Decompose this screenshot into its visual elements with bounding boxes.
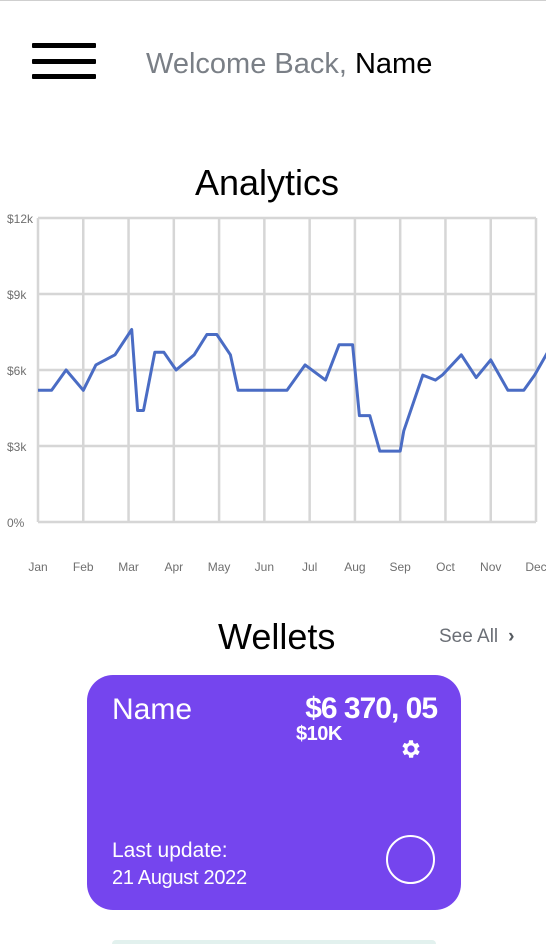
wallet-action-circle-button[interactable] — [386, 835, 435, 884]
x-tick-label: Oct — [436, 560, 455, 574]
menu-bar-bottom — [32, 74, 96, 79]
x-tick-label: Jan — [28, 560, 47, 574]
welcome-message: Welcome Back, Name — [146, 44, 432, 84]
last-update-label: Last update: — [112, 839, 228, 862]
menu-bar-middle — [32, 58, 96, 64]
y-tick-label: $3k — [7, 440, 27, 454]
x-tick-label: Apr — [164, 560, 183, 574]
x-tick-label: Aug — [344, 560, 365, 574]
x-tick-label: Nov — [480, 560, 501, 574]
next-wallet-card-peek — [112, 940, 436, 944]
x-tick-label: Jun — [255, 560, 274, 574]
chevron-right-icon: › — [508, 626, 515, 647]
see-all-link[interactable]: See All › — [439, 626, 514, 648]
gear-icon[interactable] — [398, 737, 422, 761]
wallet-balance: $6 370, 05 — [305, 692, 438, 725]
x-tick-label: Dec — [525, 560, 546, 574]
last-update-date: 21 August 2022 — [112, 867, 247, 889]
series-line — [38, 328, 546, 453]
welcome-prefix: Welcome Back, — [146, 48, 355, 80]
see-all-label: See All — [439, 626, 499, 647]
x-tick-label: Sep — [390, 560, 412, 574]
wallet-limit: $10K — [296, 723, 342, 745]
wallet-card[interactable]: Name $6 370, 05 $10K Last update: 21 Aug… — [87, 675, 461, 910]
y-tick-label: 0% — [7, 516, 25, 530]
x-tick-label: May — [208, 560, 231, 574]
menu-bar-top — [32, 43, 96, 48]
x-tick-label: Mar — [118, 560, 139, 574]
hamburger-menu-icon[interactable] — [32, 43, 96, 79]
top-divider — [0, 0, 546, 1]
wallets-title: Wellets — [218, 616, 336, 657]
y-tick-label: $6k — [7, 364, 27, 378]
wallet-name: Name — [112, 693, 193, 726]
x-tick-label: Jul — [302, 560, 317, 574]
y-tick-label: $12k — [7, 212, 34, 226]
analytics-chart: 0% $3k $6k $9k $12k Jan Feb Mar Apr May Jun Jul Aug S… — [7, 212, 546, 574]
analytics-title: Analytics — [194, 162, 340, 203]
user-name: Name — [354, 48, 433, 80]
y-tick-label: $9k — [7, 288, 27, 302]
x-tick-label: Feb — [73, 560, 94, 574]
